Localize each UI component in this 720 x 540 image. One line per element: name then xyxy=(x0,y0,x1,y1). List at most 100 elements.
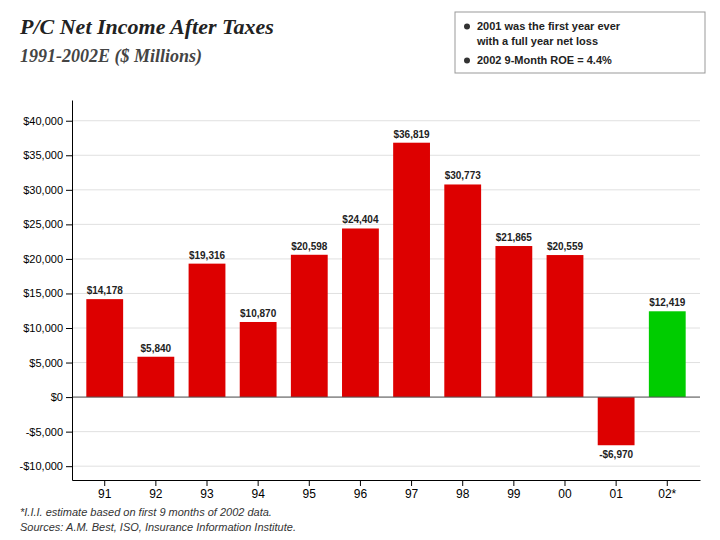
y-tick: $25,000 xyxy=(23,218,72,230)
data-label: $19,316 xyxy=(189,250,226,261)
bar xyxy=(495,246,532,397)
y-tick-mark xyxy=(66,121,72,122)
y-tick-label: $40,000 xyxy=(23,115,63,127)
grid-line xyxy=(72,189,700,190)
grid-line xyxy=(72,120,700,121)
y-tick-label: $35,000 xyxy=(23,149,63,161)
annotation-bullet xyxy=(464,58,470,64)
x-tick-mark xyxy=(513,480,514,486)
x-tick: 98 xyxy=(456,480,470,501)
y-tick: -$5,000 xyxy=(26,426,72,438)
x-tick-label: 94 xyxy=(251,487,265,501)
y-tick-mark xyxy=(66,328,72,329)
x-axis-line xyxy=(73,480,701,481)
x-tick-mark xyxy=(309,480,310,486)
x-tick-label: 02* xyxy=(658,487,676,501)
x-tick-label: 98 xyxy=(456,487,470,501)
annotation: 2001 was the first year ever xyxy=(477,20,621,32)
footnotes: *I.I.I. estimate based on first 9 months… xyxy=(20,506,296,533)
x-tick-mark xyxy=(360,480,361,486)
zero-line xyxy=(72,397,700,398)
data-label: $36,819 xyxy=(393,129,430,140)
bar xyxy=(86,299,123,397)
x-tick-mark xyxy=(207,480,208,486)
bar xyxy=(189,264,226,397)
x-tick: 91 xyxy=(98,480,112,501)
y-tick-mark xyxy=(66,259,72,260)
y-tick: $20,000 xyxy=(23,253,72,265)
bar xyxy=(393,143,430,397)
x-tick-mark xyxy=(104,480,105,486)
bars xyxy=(86,143,685,446)
y-tick-mark xyxy=(66,397,72,398)
y-tick-mark xyxy=(66,432,72,433)
x-tick-label: 97 xyxy=(405,487,419,501)
y-tick-mark xyxy=(66,466,72,467)
annotation-box: 2001 was the first year ever with a full … xyxy=(455,12,705,73)
annotation-bullet xyxy=(464,24,470,30)
annotation: 2002 9-Month ROE = 4.4% xyxy=(477,54,612,66)
x-tick-mark xyxy=(616,480,617,486)
data-label: $10,870 xyxy=(240,308,277,319)
grid-line xyxy=(72,328,700,329)
y-tick: $0 xyxy=(51,391,72,403)
y-tick-mark xyxy=(66,190,72,191)
y-tick-label: $20,000 xyxy=(23,253,63,265)
grid-line xyxy=(72,466,700,467)
y-tick: $30,000 xyxy=(23,184,72,196)
y-tick-mark xyxy=(66,155,72,156)
x-tick-mark xyxy=(462,480,463,486)
x-tick: 94 xyxy=(251,480,265,501)
bar xyxy=(598,397,635,445)
y-tick: $15,000 xyxy=(23,287,72,299)
grid-line xyxy=(72,224,700,225)
title-group: P/C Net Income After Taxes1991-2002E ($ … xyxy=(19,14,274,67)
grid-line xyxy=(72,293,700,294)
grid-line xyxy=(72,155,700,156)
x-tick: 02* xyxy=(658,480,676,501)
x-tick-mark xyxy=(564,480,565,486)
annotation: with a full year net loss xyxy=(476,35,598,47)
plot: -$10,000 -$5,000 $0 $5,000 $10,000 $15,000 $20… xyxy=(20,101,701,501)
footnote: Sources: A.M. Best, ISO, Insurance Infor… xyxy=(20,521,296,533)
bar xyxy=(649,311,686,397)
x-tick-label: 00 xyxy=(558,487,572,501)
y-tick: $10,000 xyxy=(23,322,72,334)
annotation-frame xyxy=(455,12,705,73)
data-label: $12,419 xyxy=(649,297,686,308)
data-label: $30,773 xyxy=(445,170,482,181)
x-axis: 919293949596979899000102* xyxy=(73,480,701,501)
y-tick-label: $5,000 xyxy=(29,357,63,369)
y-tick: -$10,000 xyxy=(20,460,72,472)
x-tick-mark xyxy=(667,480,668,486)
x-tick: 96 xyxy=(354,480,368,501)
y-tick-mark xyxy=(66,293,72,294)
y-axis-line xyxy=(72,101,73,481)
data-label: $14,178 xyxy=(87,285,124,296)
x-tick: 00 xyxy=(558,480,572,501)
x-tick-mark xyxy=(258,480,259,486)
subtitle: 1991-2002E ($ Millions) xyxy=(20,46,202,67)
x-tick: 97 xyxy=(405,480,419,501)
data-label: $24,404 xyxy=(342,214,379,225)
y-tick: $35,000 xyxy=(23,149,72,161)
x-tick-label: 99 xyxy=(507,487,521,501)
chart: P/C Net Income After Taxes1991-2002E ($ … xyxy=(0,0,720,540)
bar xyxy=(342,228,379,397)
data-labels: $14,178$5,840$19,316$10,870$20,598$24,40… xyxy=(87,129,686,461)
footnote: *I.I.I. estimate based on first 9 months… xyxy=(20,506,272,518)
x-tick-label: 01 xyxy=(609,487,623,501)
x-tick: 99 xyxy=(507,480,521,501)
bar xyxy=(547,255,584,397)
y-tick-mark xyxy=(66,224,72,225)
y-tick-mark xyxy=(66,363,72,364)
x-tick: 92 xyxy=(149,480,163,501)
bar xyxy=(137,357,174,397)
x-tick-label: 92 xyxy=(149,487,163,501)
grid xyxy=(72,121,700,466)
bar xyxy=(291,255,328,397)
x-tick: 95 xyxy=(303,480,317,501)
y-tick-label: $10,000 xyxy=(23,322,63,334)
grid-line xyxy=(72,258,700,259)
bar xyxy=(240,322,277,397)
